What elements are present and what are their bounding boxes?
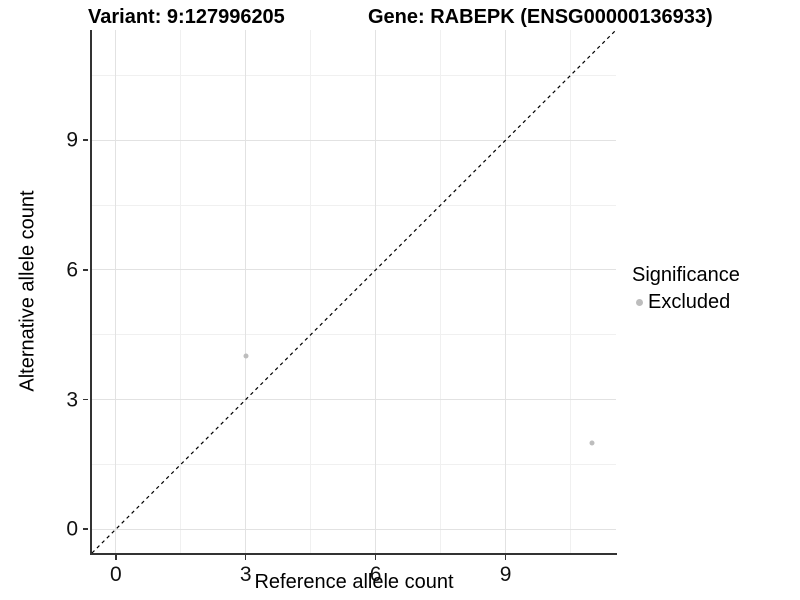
legend: Significance Excluded xyxy=(632,262,740,316)
x-tick-label: 6 xyxy=(369,563,382,586)
x-grid-major xyxy=(505,30,507,553)
y-tick-mark xyxy=(83,269,88,271)
x-grid-major xyxy=(115,30,117,553)
x-grid-minor xyxy=(440,30,442,553)
y-grid-major xyxy=(92,139,616,141)
x-tick-mark xyxy=(504,555,507,560)
x-tick-label: 9 xyxy=(499,563,512,586)
x-tick-mark xyxy=(115,555,117,560)
y-grid-minor xyxy=(92,334,616,336)
legend-item-label: Excluded xyxy=(648,291,731,313)
plot-panel: 0 3 6 9 0 3 6 9 xyxy=(66,29,617,585)
legend-item-excluded: Excluded xyxy=(632,289,740,316)
y-axis-line xyxy=(90,30,92,555)
x-grid-minor xyxy=(570,30,572,553)
x-grid-major xyxy=(375,30,377,553)
y-tick-mark xyxy=(83,528,88,530)
y-tick-label: 6 xyxy=(66,258,78,282)
x-tick-mark xyxy=(244,555,247,560)
x-axis-line xyxy=(90,553,617,555)
y-tick-label: 3 xyxy=(66,388,78,412)
legend-key-dot-icon xyxy=(636,299,643,306)
data-point xyxy=(589,440,595,446)
y-grid-minor xyxy=(92,74,616,76)
x-grid-minor xyxy=(310,30,312,553)
y-grid-major xyxy=(92,528,616,530)
y-tick-mark xyxy=(83,398,88,401)
identity-dashed-line xyxy=(91,29,617,554)
y-tick-label: 9 xyxy=(66,128,78,152)
x-axis-title: Reference allele count xyxy=(254,571,454,593)
y-grid-minor xyxy=(92,204,616,206)
x-grid-major xyxy=(245,30,247,553)
y-tick-mark xyxy=(83,139,88,141)
plot-title-gene: Gene: RABEPK (ENSG00000136933) xyxy=(368,6,713,28)
y-grid-major xyxy=(92,399,616,401)
data-point xyxy=(243,353,249,359)
legend-title: Significance xyxy=(632,264,740,286)
y-grid-minor xyxy=(92,463,616,465)
plot-title-variant: Variant: 9:127996205 xyxy=(88,6,285,28)
y-axis-title: Alternative allele count xyxy=(16,190,39,392)
x-tick-label: 3 xyxy=(239,563,252,586)
x-tick-mark xyxy=(374,555,377,560)
y-grid-major xyxy=(92,269,616,271)
x-grid-minor xyxy=(180,30,182,553)
x-tick-label: 0 xyxy=(109,563,122,586)
y-tick-label: 0 xyxy=(66,517,78,541)
